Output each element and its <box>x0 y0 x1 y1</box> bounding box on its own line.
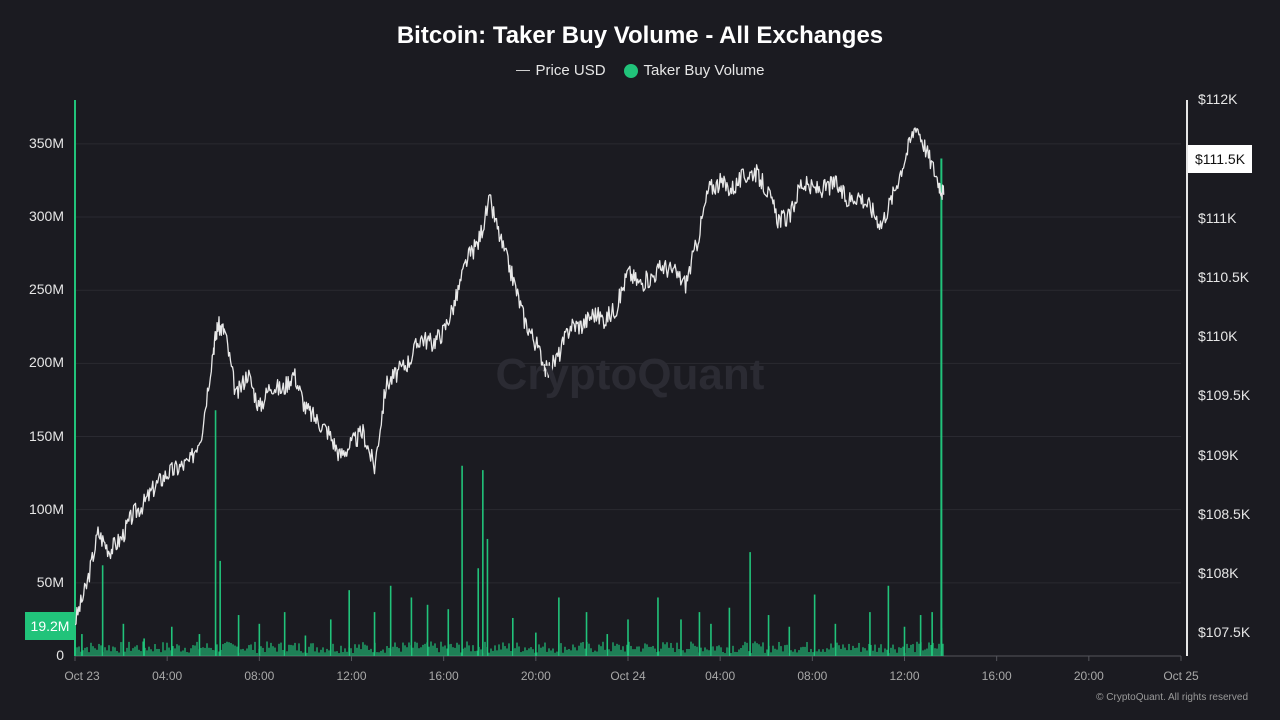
current-price-badge: $111.5K <box>1188 145 1252 173</box>
dot-marker-icon <box>623 63 638 78</box>
y-right-tick-label: $111K <box>1198 209 1237 226</box>
x-tick-label: Oct 25 <box>1163 669 1199 683</box>
y-right-tick-label: $109K <box>1198 446 1239 463</box>
x-tick-label: 20:00 <box>1073 669 1104 683</box>
x-tick-label: Oct 24 <box>610 669 646 683</box>
legend-item-price[interactable]: Price USD <box>515 62 606 79</box>
copyright-notice: © CryptoQuant. All rights reserved <box>1096 692 1248 703</box>
price-line <box>74 127 945 626</box>
y-right-tick-label: $109.5K <box>1198 387 1251 404</box>
x-tick-label: 04:00 <box>705 669 736 683</box>
legend-item-volume[interactable]: Taker Buy Volume <box>623 62 765 79</box>
legend-label-price: Price USD <box>535 62 606 79</box>
x-tick-label: 04:00 <box>152 669 183 683</box>
x-tick-label: 16:00 <box>981 669 1012 683</box>
y-left-tick-label: 0 <box>56 647 64 663</box>
y-right-tick-label: $108.5K <box>1198 505 1251 522</box>
legend[interactable]: Price USD Taker Buy Volume <box>0 62 1280 79</box>
y-right-tick-label: $107.5K <box>1198 624 1251 641</box>
y-left-tick-label: 100M <box>28 500 64 517</box>
x-tick-label: 08:00 <box>797 669 828 683</box>
legend-label-volume: Taker Buy Volume <box>643 62 765 79</box>
x-tick-label: 08:00 <box>244 669 275 683</box>
chart-title: Bitcoin: Taker Buy Volume - All Exchange… <box>396 22 884 49</box>
watermark: CryptoQuant <box>495 350 765 399</box>
y-right-tick-label: $108K <box>1198 565 1239 582</box>
y-left-tick-label: 300M <box>28 208 64 225</box>
x-tick-label: 20:00 <box>520 669 551 683</box>
y-left-tick-label: 200M <box>28 354 64 371</box>
y-right-tick-label: $110.5K <box>1198 268 1250 285</box>
x-tick-label: 12:00 <box>336 669 367 683</box>
current-volume-badge: 19.2M <box>25 612 75 640</box>
x-tick-label: 16:00 <box>428 669 459 683</box>
y-right-tick-label: $112K <box>1198 91 1238 107</box>
y-left-tick-label: 50M <box>36 573 64 590</box>
y-left-tick-label: 250M <box>28 281 64 298</box>
y-left-tick-label: 150M <box>28 427 64 444</box>
x-tick-label: 12:00 <box>889 669 920 683</box>
y-left-tick-label: 350M <box>28 134 64 151</box>
y-right-tick-label: $110K <box>1198 328 1238 345</box>
x-tick-label: Oct 23 <box>64 669 100 683</box>
line-marker-icon <box>515 70 530 71</box>
